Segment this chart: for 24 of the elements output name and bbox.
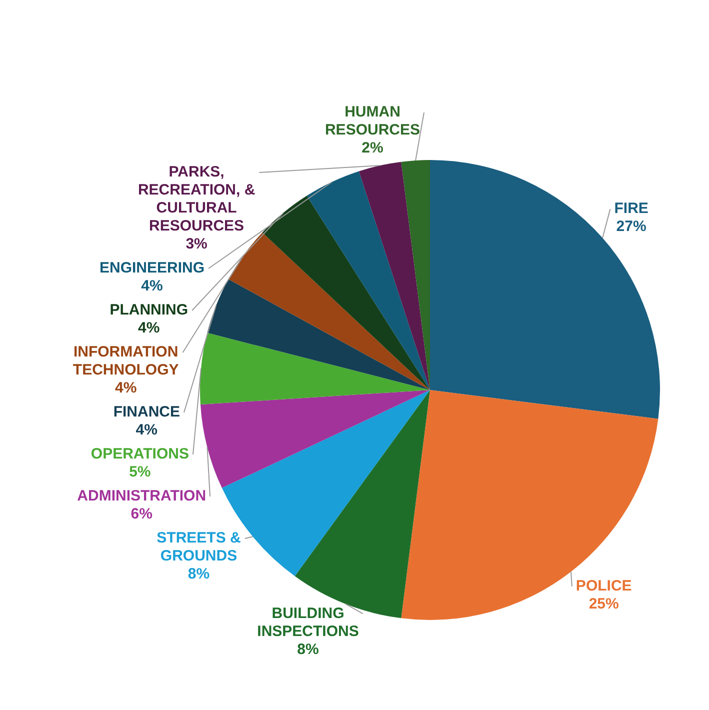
data-label: 27%: [616, 218, 646, 236]
data-label: 25%: [588, 596, 619, 613]
slice-label: ADMINISTRATION: [77, 488, 206, 505]
slice-label: HUMAN RESOURCES: [324, 104, 420, 139]
data-label: 4%: [138, 320, 160, 337]
slice-label: FINANCE: [113, 404, 180, 421]
slice-label: OPERATIONS: [90, 446, 189, 463]
slice-label: PLANNING: [110, 302, 188, 319]
slice-label: STREETS & GROUNDS: [156, 530, 242, 565]
data-label: 3%: [186, 236, 208, 253]
slice-label: POLICE: [576, 578, 632, 595]
slice-label: FIRE: [614, 200, 648, 218]
slice-label: ENGINEERING: [99, 260, 204, 277]
slice-label: PARKS, RECREATION, & CULTURAL RESOURCES: [138, 164, 256, 235]
data-label: 6%: [130, 506, 152, 523]
data-label: 2%: [362, 140, 384, 157]
data-label: 5%: [129, 464, 151, 481]
slice-label: INFORMATION TECHNOLOGY: [72, 344, 179, 379]
data-label: 4%: [114, 380, 137, 397]
data-label: 4%: [141, 278, 163, 295]
data-label: 8%: [188, 566, 210, 583]
slice-label: BUILDING INSPECTIONS: [257, 604, 359, 640]
data-label: 4%: [136, 422, 158, 439]
data-label: 8%: [297, 640, 319, 658]
